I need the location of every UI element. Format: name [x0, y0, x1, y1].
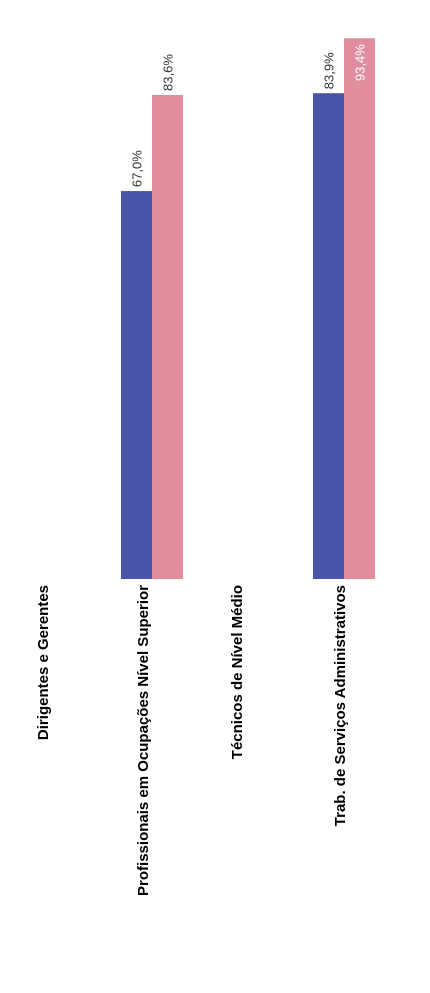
- data-labels: 67,0% 83,6% 83,9% 93,4%: [130, 44, 368, 187]
- data-label-1-2: 67,0%: [130, 150, 145, 187]
- bar-2-2: [152, 94, 183, 580]
- bars: [121, 38, 375, 580]
- data-label-2-2: 83,6%: [161, 54, 176, 91]
- data-label-1-4: 83,9%: [322, 52, 337, 89]
- category-label-3: Técnicos de Nível Médio: [229, 585, 246, 759]
- category-label-4: Trab. de Serviços Administrativos: [332, 585, 349, 826]
- category-label-2: Profissionais em Ocupações Nível Superio…: [135, 585, 152, 896]
- data-label-2-4: 93,4%: [353, 44, 368, 81]
- bar-2-4: [344, 38, 375, 580]
- category-labels: Dirigentes e Gerentes Profissionais em Oc…: [35, 585, 430, 896]
- bar-1-4: [313, 93, 344, 580]
- category-label-1: Dirigentes e Gerentes: [35, 585, 52, 740]
- bar-1-2: [121, 191, 152, 579]
